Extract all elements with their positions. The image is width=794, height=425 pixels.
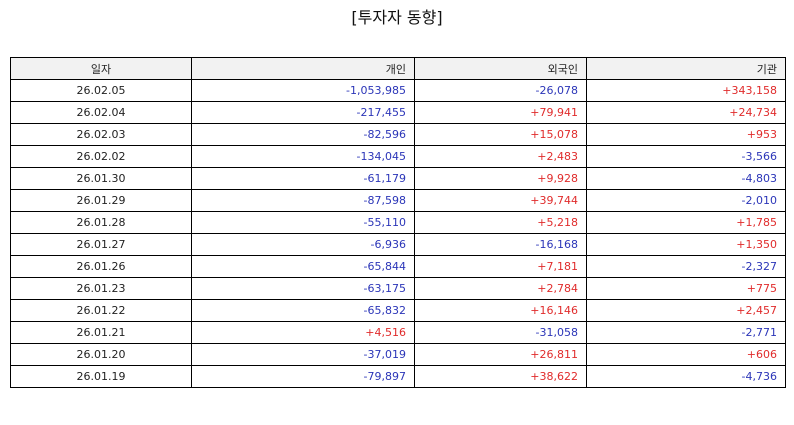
cell-date: 26.01.19 bbox=[10, 365, 192, 388]
cell-date: 26.01.21 bbox=[10, 321, 192, 344]
table-row: 26.01.29 -87,598 +39,744 -2,010 bbox=[10, 189, 786, 212]
cell-individual: -1,053,985 bbox=[191, 79, 415, 102]
cell-foreign: +39,744 bbox=[414, 189, 587, 212]
table-row: 26.01.22 -65,832 +16,146 +2,457 bbox=[10, 299, 786, 322]
cell-institution: -3,566 bbox=[586, 145, 786, 168]
cell-date: 26.02.02 bbox=[10, 145, 192, 168]
cell-individual: +4,516 bbox=[191, 321, 415, 344]
table-row: 26.01.30 -61,179 +9,928 -4,803 bbox=[10, 167, 786, 190]
table-row: 26.02.02 -134,045 +2,483 -3,566 bbox=[10, 145, 786, 168]
cell-date: 26.01.20 bbox=[10, 343, 192, 366]
table-row: 26.02.04 -217,455 +79,941 +24,734 bbox=[10, 101, 786, 124]
cell-foreign: +38,622 bbox=[414, 365, 587, 388]
table-row: 26.01.21 +4,516 -31,058 -2,771 bbox=[10, 321, 786, 344]
cell-institution: +343,158 bbox=[586, 79, 786, 102]
cell-foreign: +7,181 bbox=[414, 255, 587, 278]
cell-foreign: +9,928 bbox=[414, 167, 587, 190]
table-row: 26.01.23 -63,175 +2,784 +775 bbox=[10, 277, 786, 300]
header-institution: 기관 bbox=[586, 57, 786, 80]
cell-institution: -4,736 bbox=[586, 365, 786, 388]
cell-foreign: +5,218 bbox=[414, 211, 587, 234]
cell-institution: +606 bbox=[586, 343, 786, 366]
cell-institution: -2,327 bbox=[586, 255, 786, 278]
cell-individual: -65,844 bbox=[191, 255, 415, 278]
cell-foreign: +26,811 bbox=[414, 343, 587, 366]
cell-foreign: +16,146 bbox=[414, 299, 587, 322]
cell-date: 26.01.29 bbox=[10, 189, 192, 212]
cell-institution: +1,785 bbox=[586, 211, 786, 234]
cell-foreign: -16,168 bbox=[414, 233, 587, 256]
table-row: 26.01.19 -79,897 +38,622 -4,736 bbox=[10, 365, 786, 388]
table-header-row: 일자 개인 외국인 기관 bbox=[10, 57, 786, 80]
cell-institution: -2,771 bbox=[586, 321, 786, 344]
cell-institution: -4,803 bbox=[586, 167, 786, 190]
table-row: 26.01.26 -65,844 +7,181 -2,327 bbox=[10, 255, 786, 278]
cell-date: 26.02.04 bbox=[10, 101, 192, 124]
header-individual: 개인 bbox=[191, 57, 415, 80]
cell-individual: -82,596 bbox=[191, 123, 415, 146]
table-row: 26.02.05 -1,053,985 -26,078 +343,158 bbox=[10, 79, 786, 102]
cell-individual: -55,110 bbox=[191, 211, 415, 234]
investor-trend-table: 일자 개인 외국인 기관 26.02.05 -1,053,985 -26,078 +3… bbox=[10, 57, 786, 388]
cell-date: 26.02.03 bbox=[10, 123, 192, 146]
table-row: 26.01.20 -37,019 +26,811 +606 bbox=[10, 343, 786, 366]
cell-individual: -63,175 bbox=[191, 277, 415, 300]
cell-individual: -61,179 bbox=[191, 167, 415, 190]
cell-date: 26.01.28 bbox=[10, 211, 192, 234]
cell-date: 26.01.26 bbox=[10, 255, 192, 278]
cell-institution: +1,350 bbox=[586, 233, 786, 256]
cell-individual: -6,936 bbox=[191, 233, 415, 256]
cell-individual: -87,598 bbox=[191, 189, 415, 212]
cell-foreign: -31,058 bbox=[414, 321, 587, 344]
table-row: 26.01.28 -55,110 +5,218 +1,785 bbox=[10, 211, 786, 234]
cell-institution: -2,010 bbox=[586, 189, 786, 212]
page-title: [투자자 동향] bbox=[351, 8, 443, 27]
cell-foreign: +2,483 bbox=[414, 145, 587, 168]
cell-foreign: +15,078 bbox=[414, 123, 587, 146]
cell-individual: -134,045 bbox=[191, 145, 415, 168]
cell-individual: -79,897 bbox=[191, 365, 415, 388]
cell-institution: +24,734 bbox=[586, 101, 786, 124]
cell-foreign: +79,941 bbox=[414, 101, 587, 124]
cell-individual: -65,832 bbox=[191, 299, 415, 322]
cell-date: 26.01.27 bbox=[10, 233, 192, 256]
cell-institution: +953 bbox=[586, 123, 786, 146]
cell-individual: -217,455 bbox=[191, 101, 415, 124]
cell-foreign: +2,784 bbox=[414, 277, 587, 300]
cell-individual: -37,019 bbox=[191, 343, 415, 366]
cell-foreign: -26,078 bbox=[414, 79, 587, 102]
table-row: 26.02.03 -82,596 +15,078 +953 bbox=[10, 123, 786, 146]
header-date: 일자 bbox=[10, 57, 192, 80]
cell-institution: +2,457 bbox=[586, 299, 786, 322]
cell-institution: +775 bbox=[586, 277, 786, 300]
table-body: 26.02.05 -1,053,985 -26,078 +343,158 26.02.0… bbox=[10, 79, 786, 388]
cell-date: 26.01.22 bbox=[10, 299, 192, 322]
cell-date: 26.01.23 bbox=[10, 277, 192, 300]
table-row: 26.01.27 -6,936 -16,168 +1,350 bbox=[10, 233, 786, 256]
cell-date: 26.02.05 bbox=[10, 79, 192, 102]
cell-date: 26.01.30 bbox=[10, 167, 192, 190]
header-foreign: 외국인 bbox=[414, 57, 587, 80]
